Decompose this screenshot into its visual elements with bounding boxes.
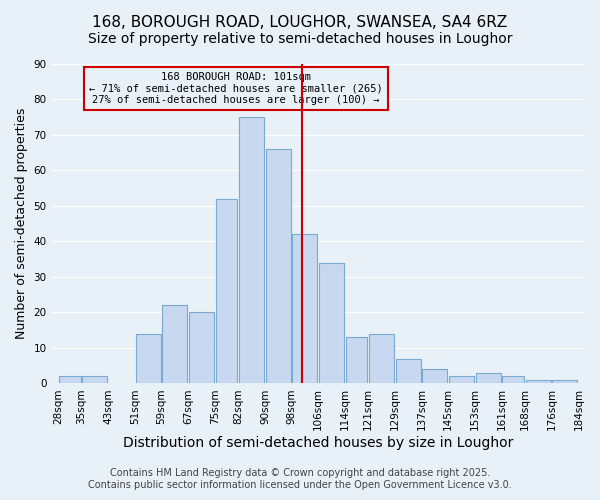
- Bar: [346, 338, 367, 384]
- Bar: [526, 380, 551, 384]
- Bar: [396, 358, 421, 384]
- Bar: [239, 117, 264, 384]
- Text: Size of property relative to semi-detached houses in Loughor: Size of property relative to semi-detach…: [88, 32, 512, 46]
- Bar: [369, 334, 394, 384]
- Bar: [59, 376, 81, 384]
- Bar: [449, 376, 474, 384]
- Bar: [476, 373, 501, 384]
- Bar: [319, 263, 344, 384]
- Text: 168 BOROUGH ROAD: 101sqm
← 71% of semi-detached houses are smaller (265)
27% of : 168 BOROUGH ROAD: 101sqm ← 71% of semi-d…: [89, 72, 382, 105]
- X-axis label: Distribution of semi-detached houses by size in Loughor: Distribution of semi-detached houses by …: [123, 436, 514, 450]
- Text: 168, BOROUGH ROAD, LOUGHOR, SWANSEA, SA4 6RZ: 168, BOROUGH ROAD, LOUGHOR, SWANSEA, SA4…: [92, 15, 508, 30]
- Bar: [82, 376, 107, 384]
- Bar: [216, 199, 238, 384]
- Text: Contains HM Land Registry data © Crown copyright and database right 2025.
Contai: Contains HM Land Registry data © Crown c…: [88, 468, 512, 490]
- Bar: [266, 149, 291, 384]
- Bar: [136, 334, 161, 384]
- Bar: [422, 370, 448, 384]
- Bar: [553, 380, 577, 384]
- Bar: [189, 312, 214, 384]
- Bar: [502, 376, 524, 384]
- Y-axis label: Number of semi-detached properties: Number of semi-detached properties: [15, 108, 28, 340]
- Bar: [292, 234, 317, 384]
- Bar: [163, 306, 187, 384]
